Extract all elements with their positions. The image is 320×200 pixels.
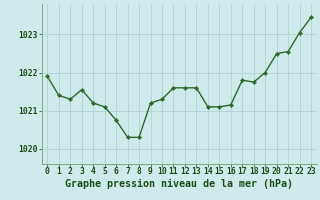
- X-axis label: Graphe pression niveau de la mer (hPa): Graphe pression niveau de la mer (hPa): [65, 179, 293, 189]
